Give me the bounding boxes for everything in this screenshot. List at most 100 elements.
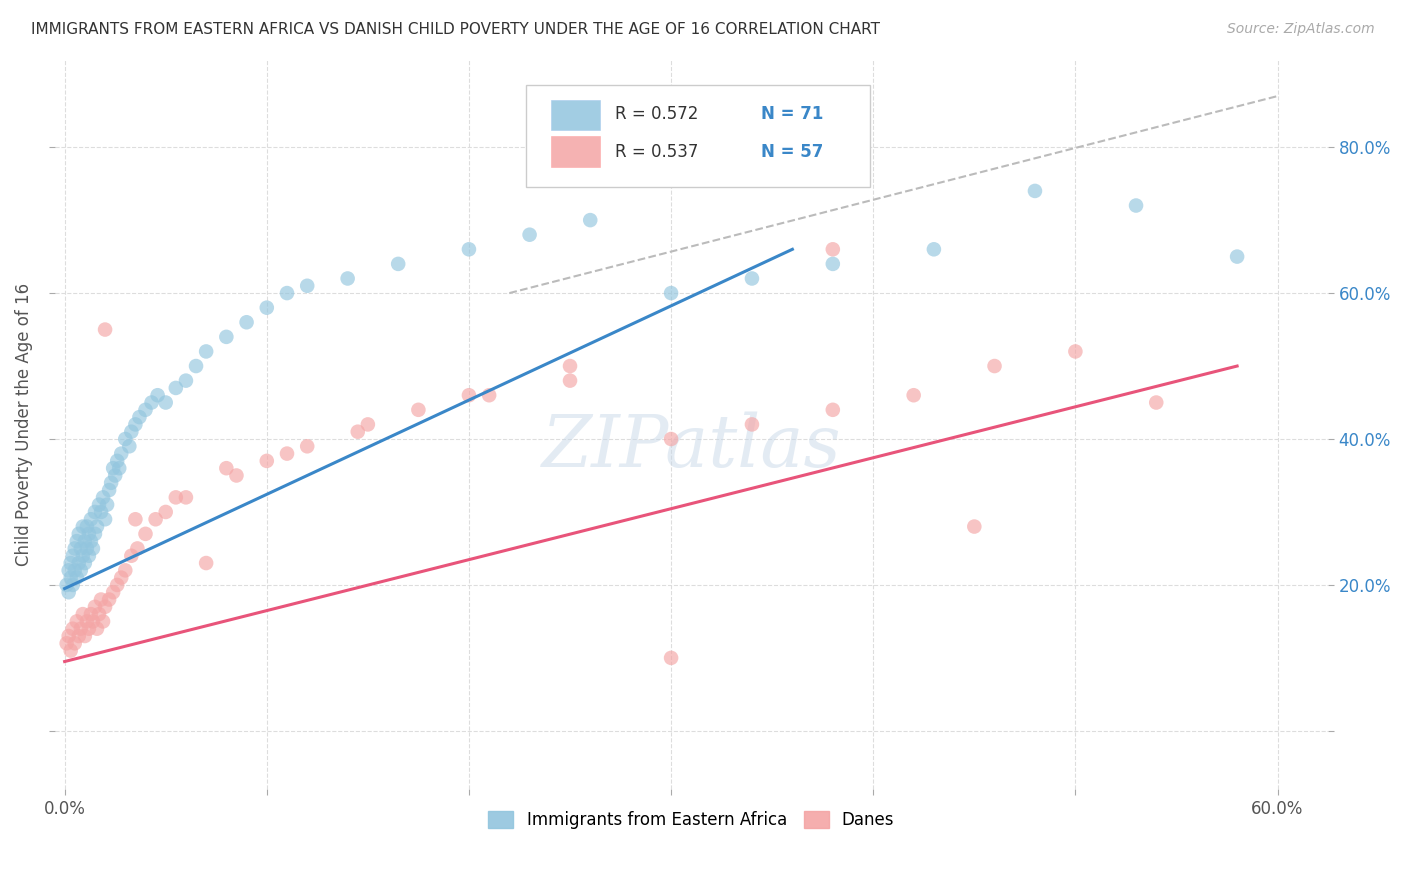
Point bbox=[922, 242, 945, 256]
Point bbox=[134, 402, 156, 417]
Point bbox=[77, 622, 100, 636]
Point bbox=[983, 359, 1005, 373]
Point bbox=[58, 563, 80, 577]
Point bbox=[94, 599, 117, 614]
Point bbox=[105, 454, 128, 468]
Point bbox=[118, 439, 141, 453]
Point bbox=[120, 425, 142, 439]
Point bbox=[346, 425, 368, 439]
Point bbox=[174, 374, 197, 388]
Point bbox=[73, 534, 96, 549]
Point bbox=[72, 519, 94, 533]
Point bbox=[174, 491, 197, 505]
FancyBboxPatch shape bbox=[551, 136, 599, 167]
Point bbox=[77, 526, 100, 541]
Point bbox=[1144, 395, 1167, 409]
Point bbox=[297, 278, 319, 293]
Point bbox=[387, 257, 409, 271]
Point bbox=[336, 271, 359, 285]
Point bbox=[67, 556, 90, 570]
Point bbox=[225, 468, 247, 483]
Point bbox=[90, 505, 112, 519]
Point bbox=[86, 519, 108, 533]
Point bbox=[145, 512, 167, 526]
Point bbox=[87, 607, 110, 621]
Point bbox=[105, 578, 128, 592]
Point bbox=[66, 534, 89, 549]
Point bbox=[124, 512, 146, 526]
Text: N = 71: N = 71 bbox=[762, 105, 824, 123]
Point bbox=[72, 549, 94, 563]
Point bbox=[66, 571, 89, 585]
Point bbox=[98, 483, 121, 497]
Point bbox=[90, 592, 112, 607]
Point bbox=[72, 607, 94, 621]
Point bbox=[66, 615, 89, 629]
Point bbox=[80, 607, 103, 621]
Point bbox=[96, 498, 118, 512]
Legend: Immigrants from Eastern Africa, Danes: Immigrants from Eastern Africa, Danes bbox=[482, 804, 901, 836]
Point bbox=[256, 454, 278, 468]
Point bbox=[558, 374, 581, 388]
Point bbox=[821, 242, 844, 256]
Point bbox=[659, 432, 682, 446]
Point bbox=[195, 556, 218, 570]
Point bbox=[1125, 198, 1147, 212]
Text: R = 0.537: R = 0.537 bbox=[614, 144, 699, 161]
Point bbox=[69, 541, 91, 556]
Point bbox=[120, 549, 142, 563]
Point bbox=[215, 461, 238, 475]
FancyBboxPatch shape bbox=[526, 85, 869, 187]
Point bbox=[165, 491, 187, 505]
FancyBboxPatch shape bbox=[551, 100, 599, 130]
Point bbox=[84, 505, 107, 519]
Point bbox=[59, 571, 82, 585]
Point bbox=[73, 556, 96, 570]
Text: N = 57: N = 57 bbox=[762, 144, 824, 161]
Point bbox=[55, 578, 77, 592]
Point bbox=[128, 410, 150, 425]
Point bbox=[1024, 184, 1046, 198]
Point bbox=[101, 585, 124, 599]
Point bbox=[124, 417, 146, 432]
Point bbox=[357, 417, 380, 432]
Point bbox=[165, 381, 187, 395]
Point bbox=[94, 512, 117, 526]
Point bbox=[195, 344, 218, 359]
Point bbox=[184, 359, 207, 373]
Point bbox=[903, 388, 925, 402]
Point bbox=[114, 432, 136, 446]
Point bbox=[77, 549, 100, 563]
Point bbox=[67, 629, 90, 643]
Point bbox=[62, 578, 84, 592]
Point bbox=[741, 271, 763, 285]
Point bbox=[110, 447, 132, 461]
Point bbox=[76, 615, 98, 629]
Point bbox=[59, 556, 82, 570]
Point bbox=[82, 541, 104, 556]
Point bbox=[59, 643, 82, 657]
Point bbox=[108, 461, 131, 475]
Point bbox=[659, 651, 682, 665]
Point bbox=[741, 417, 763, 432]
Point bbox=[235, 315, 257, 329]
Point bbox=[110, 571, 132, 585]
Point bbox=[63, 636, 86, 650]
Point bbox=[821, 402, 844, 417]
Point bbox=[141, 395, 163, 409]
Text: R = 0.572: R = 0.572 bbox=[614, 105, 699, 123]
Point bbox=[558, 359, 581, 373]
Point bbox=[134, 526, 156, 541]
Point bbox=[114, 563, 136, 577]
Point bbox=[276, 286, 298, 301]
Point bbox=[458, 242, 481, 256]
Point bbox=[155, 505, 177, 519]
Text: IMMIGRANTS FROM EASTERN AFRICA VS DANISH CHILD POVERTY UNDER THE AGE OF 16 CORRE: IMMIGRANTS FROM EASTERN AFRICA VS DANISH… bbox=[31, 22, 880, 37]
Point bbox=[127, 541, 149, 556]
Point bbox=[100, 475, 122, 490]
Point bbox=[155, 395, 177, 409]
Point bbox=[87, 498, 110, 512]
Point bbox=[519, 227, 541, 242]
Point bbox=[67, 526, 90, 541]
Point bbox=[408, 402, 430, 417]
